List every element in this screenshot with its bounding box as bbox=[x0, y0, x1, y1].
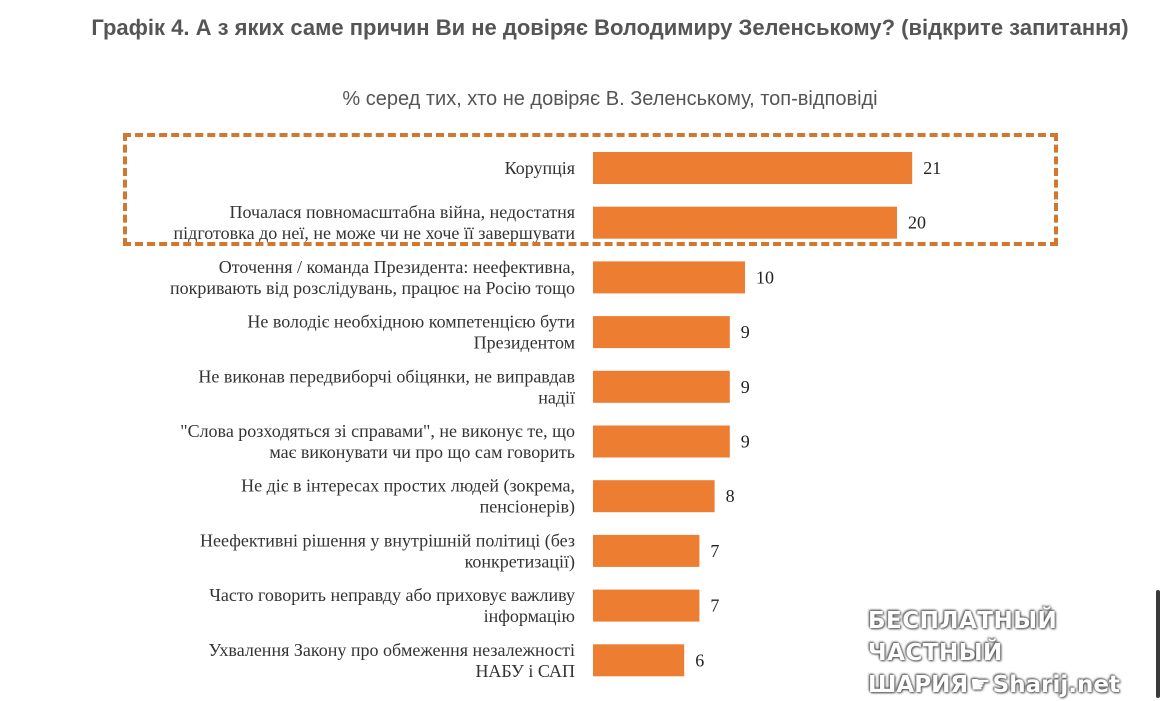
chart-subtitle: % серед тих, хто не довіряє В. Зеленсько… bbox=[342, 88, 878, 110]
category-label: Не виконав передвиборчі обіцянки, не вип… bbox=[198, 366, 575, 386]
category-label: НАБУ і САП bbox=[475, 661, 575, 681]
data-label: 7 bbox=[710, 541, 719, 561]
watermark-brand: ШАРИЯ bbox=[868, 672, 969, 698]
category-label: Корупція bbox=[505, 158, 575, 178]
category-label: покривають від розслідувань, працює на Р… bbox=[170, 278, 575, 298]
bar bbox=[593, 589, 700, 622]
bar bbox=[593, 316, 730, 349]
data-label: 20 bbox=[908, 213, 926, 233]
category-label: має виконувати чи про що сам говорить bbox=[269, 442, 575, 462]
data-label: 9 bbox=[741, 377, 750, 397]
bar bbox=[593, 644, 685, 677]
data-label: 7 bbox=[710, 596, 719, 616]
bar bbox=[593, 480, 715, 513]
data-label: 6 bbox=[695, 650, 704, 670]
chart-title: Графік 4. А з яких саме причин Ви не дов… bbox=[91, 15, 1129, 40]
bar bbox=[593, 370, 730, 403]
watermark-line2: ШАРИЯ☛Sharij.net bbox=[868, 669, 1143, 701]
category-label: Оточення / команда Президента: неефектив… bbox=[219, 257, 575, 277]
category-label: підготовка до неї, не може чи не хоче її… bbox=[174, 223, 576, 243]
bar bbox=[593, 261, 745, 294]
highlight-box bbox=[123, 133, 1058, 246]
data-label: 21 bbox=[923, 158, 941, 178]
data-label: 10 bbox=[756, 267, 774, 287]
bar bbox=[593, 152, 913, 184]
data-label: 9 bbox=[741, 322, 750, 342]
category-label: конкретизації) bbox=[465, 551, 575, 572]
category-label: інформацію bbox=[484, 606, 575, 626]
category-label: Президентом bbox=[474, 333, 575, 353]
category-label: "Слова розходяться зі справами", не вико… bbox=[180, 421, 575, 441]
watermark: БЕСПЛАТНЫЙ ЧАСТНЫЙ ШАРИЯ☛Sharij.net bbox=[868, 605, 1143, 701]
category-label: надії bbox=[538, 387, 575, 407]
bar bbox=[593, 534, 700, 567]
category-label: Часто говорить неправду або приховує важ… bbox=[209, 585, 575, 605]
data-label: 9 bbox=[741, 432, 750, 452]
watermark-site: Sharij.net bbox=[992, 672, 1120, 698]
pointing-hand-icon: ☛ bbox=[970, 672, 991, 698]
watermark-line1: БЕСПЛАТНЫЙ ЧАСТНЫЙ bbox=[868, 608, 1058, 666]
category-label: Неефективні рішення у внутрішній політиц… bbox=[200, 530, 575, 551]
category-label: Ухвалення Закону про обмеження незалежно… bbox=[208, 640, 575, 660]
category-label: пенсіонерів) bbox=[480, 497, 575, 518]
scrollbar[interactable] bbox=[1156, 590, 1160, 698]
category-label: Не володіє необхідною компетенцією бути bbox=[247, 312, 575, 332]
bar bbox=[593, 206, 897, 239]
data-label: 8 bbox=[726, 486, 735, 506]
bar bbox=[593, 425, 730, 458]
category-label: Почалася повномасштабна війна, недостатн… bbox=[230, 202, 575, 222]
category-label: Не діє в інтересах простих людей (зокрем… bbox=[241, 476, 575, 497]
